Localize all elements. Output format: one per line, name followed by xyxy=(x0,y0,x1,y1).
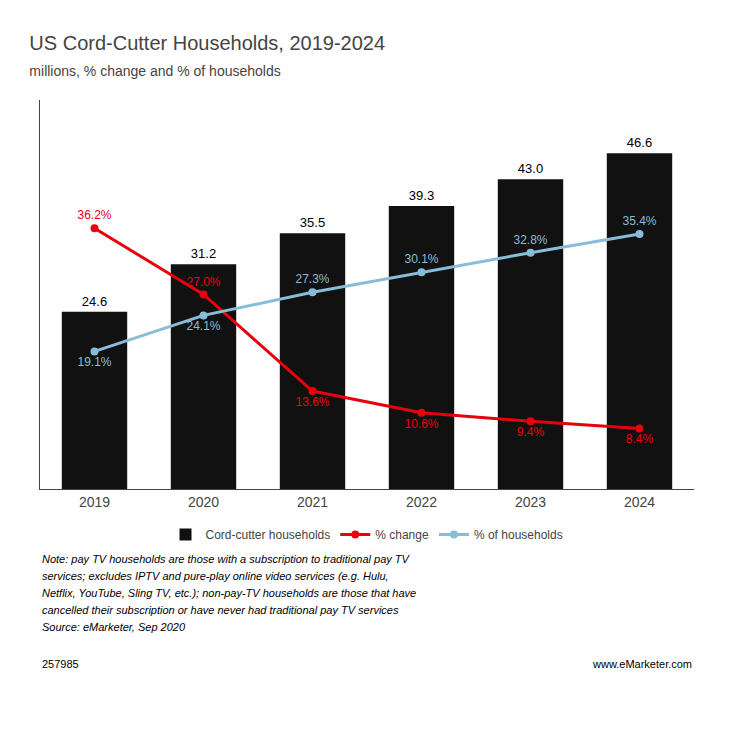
svg-text:2023: 2023 xyxy=(515,494,546,510)
svg-text:US Cord-Cutter Households, 201: US Cord-Cutter Households, 2019-2024 xyxy=(29,32,385,54)
svg-text:39.3: 39.3 xyxy=(409,188,434,203)
svg-text:9.4%: 9.4% xyxy=(517,425,545,439)
svg-text:% of households: % of households xyxy=(474,528,563,542)
svg-text:13.6%: 13.6% xyxy=(295,395,329,409)
svg-text:27.3%: 27.3% xyxy=(295,272,329,286)
svg-text:257985: 257985 xyxy=(42,658,79,670)
svg-text:services; excludes IPTV and pu: services; excludes IPTV and pure-play on… xyxy=(42,570,389,582)
svg-text:24.6: 24.6 xyxy=(82,294,107,309)
svg-text:32.8%: 32.8% xyxy=(513,233,547,247)
svg-text:www.eMarketer.com: www.eMarketer.com xyxy=(592,658,692,670)
svg-text:43.0: 43.0 xyxy=(518,161,543,176)
svg-text:Netflix, YouTube, Sling TV, et: Netflix, YouTube, Sling TV, etc.); non-p… xyxy=(42,587,416,599)
svg-text:35.5: 35.5 xyxy=(300,215,325,230)
svg-text:31.2: 31.2 xyxy=(191,246,216,261)
svg-text:2019: 2019 xyxy=(79,494,110,510)
svg-text:19.1%: 19.1% xyxy=(77,355,111,369)
svg-text:27.0%: 27.0% xyxy=(186,275,220,289)
svg-text:Cord-cutter households: Cord-cutter households xyxy=(206,528,331,542)
svg-text:24.1%: 24.1% xyxy=(186,319,220,333)
svg-text:46.6: 46.6 xyxy=(627,135,652,150)
svg-text:millions, % change and % of ho: millions, % change and % of households xyxy=(29,63,280,79)
svg-text:2020: 2020 xyxy=(188,494,219,510)
svg-text:35.4%: 35.4% xyxy=(622,214,656,228)
svg-text:36.2%: 36.2% xyxy=(77,208,111,222)
svg-text:Source: eMarketer, Sep 2020: Source: eMarketer, Sep 2020 xyxy=(42,621,186,633)
svg-text:2021: 2021 xyxy=(297,494,328,510)
svg-text:% change: % change xyxy=(375,528,429,542)
svg-text:8.4%: 8.4% xyxy=(626,432,654,446)
svg-text:2022: 2022 xyxy=(406,494,437,510)
svg-text:30.1%: 30.1% xyxy=(404,252,438,266)
svg-text:cancelled their subscription o: cancelled their subscription or have nev… xyxy=(42,604,399,616)
svg-text:2024: 2024 xyxy=(624,494,655,510)
svg-text:Note: pay TV households are th: Note: pay TV households are those with a… xyxy=(42,553,411,565)
svg-text:10.6%: 10.6% xyxy=(404,417,438,431)
